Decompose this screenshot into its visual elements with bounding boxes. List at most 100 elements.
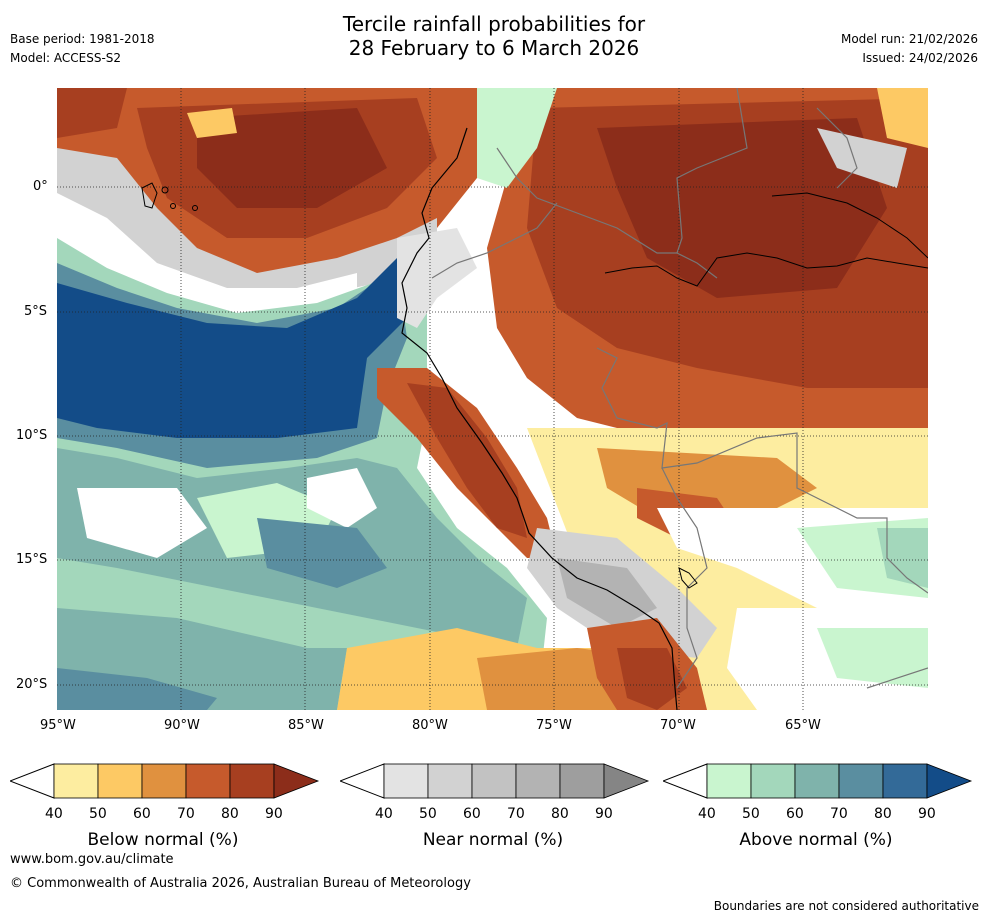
colorbar-extension-low xyxy=(338,763,385,799)
colorbar-near-normal-title: Near normal (%) xyxy=(422,830,564,850)
colorbar-tick-label: 90 xyxy=(595,806,613,822)
lon-label-70w: 70°W xyxy=(660,718,696,733)
island-santa-cruz xyxy=(170,203,176,209)
rainfall-probability-map xyxy=(57,88,928,710)
colorbar-swatch xyxy=(53,763,99,799)
colorbar-near-normal: 40 50 60 70 80 90 Near normal (%) xyxy=(338,762,650,857)
colorbar-above-normal-title: Above normal (%) xyxy=(739,830,893,850)
colorbar-swatch xyxy=(882,763,928,799)
amazon-river xyxy=(604,252,928,287)
colorbar-swatch xyxy=(427,763,473,799)
region-south-peru-near-normal-strong xyxy=(557,558,657,628)
model-name: Model: ACCESS-S2 xyxy=(10,51,122,65)
colorbar-extension-high xyxy=(603,763,650,799)
border-colombia-brazil xyxy=(676,88,748,254)
title-line-1: Tercile rainfall probabilities for xyxy=(342,12,646,36)
colorbar-swatch xyxy=(471,763,517,799)
colorbar-above-normal-ticks: 40 50 60 70 80 90 xyxy=(663,806,973,826)
colorbar-near-normal-swatches xyxy=(338,763,650,799)
colorbar-swatch xyxy=(515,763,561,799)
colorbar-tick-label: 70 xyxy=(830,806,848,822)
island-santiago xyxy=(161,186,169,194)
region-south-white-patch-2 xyxy=(307,468,377,528)
colorbar-tick-label: 40 xyxy=(698,806,716,822)
website-link[interactable]: www.bom.gov.au/climate xyxy=(10,852,174,867)
colorbar-below-normal: 40 50 60 70 80 90 Below normal (%) xyxy=(8,762,320,857)
colorbar-swatch xyxy=(559,763,605,799)
lat-label-15s: 15°S xyxy=(16,552,48,567)
colorbar-swatch xyxy=(185,763,231,799)
colorbar-tick-label: 80 xyxy=(221,806,239,822)
region-colombia-coast-above xyxy=(477,88,557,188)
lat-label-5s: 5°S xyxy=(24,304,48,319)
colorbar-below-normal-ticks: 40 50 60 70 80 90 xyxy=(10,806,320,826)
colorbar-below-normal-title: Below normal (%) xyxy=(87,830,239,850)
model-run: Model run: 21/02/2026 xyxy=(840,32,978,46)
rio-negro xyxy=(771,192,928,259)
colorbar-below-normal-swatches xyxy=(8,763,320,799)
colorbar-tick-label: 50 xyxy=(742,806,760,822)
colorbar-above-normal-swatches xyxy=(661,763,973,799)
map-canvas xyxy=(57,88,928,710)
region-sw-above-mid xyxy=(57,668,217,710)
colorbar-swatch xyxy=(838,763,884,799)
colorbar-swatch xyxy=(97,763,143,799)
colorbar-tick-label: 90 xyxy=(265,806,283,822)
island-san-cristobal xyxy=(192,205,198,211)
region-white-gap-band xyxy=(57,193,357,308)
region-south-blue-patch xyxy=(257,518,387,588)
border-peru-brazil-bolivia xyxy=(596,347,928,594)
colorbar-tick-label: 60 xyxy=(786,806,804,822)
colorbar-extension-low xyxy=(661,763,708,799)
boundary-disclaimer: Boundaries are not considered authoritat… xyxy=(713,899,979,913)
colorbar-swatch xyxy=(383,763,429,799)
colorbar-tick-label: 60 xyxy=(133,806,151,822)
colorbar-tick-label: 90 xyxy=(918,806,936,822)
lon-label-80w: 80°W xyxy=(412,718,448,733)
colorbar-extension-low xyxy=(8,763,55,799)
lon-label-75w: 75°W xyxy=(536,718,572,733)
lat-label-0: 0° xyxy=(33,179,48,194)
lat-label-20s: 20°S xyxy=(16,677,48,692)
colorbar-tick-label: 40 xyxy=(375,806,393,822)
colorbar-tick-label: 70 xyxy=(177,806,195,822)
title-line-2: 28 February to 6 March 2026 xyxy=(348,36,640,60)
region-ne-near-normal-patch xyxy=(817,128,907,188)
region-north-patch-yellow xyxy=(187,108,237,138)
map-title: Tercile rainfall probabilities for 28 Fe… xyxy=(0,12,988,60)
colorbar-extension-high xyxy=(926,763,973,799)
colorbar-tick-label: 40 xyxy=(45,806,63,822)
colorbar-tick-label: 50 xyxy=(419,806,437,822)
colorbar-above-normal: 40 50 60 70 80 90 Above normal (%) xyxy=(661,762,973,857)
lon-label-95w: 95°W xyxy=(40,718,76,733)
lon-label-85w: 85°W xyxy=(288,718,324,733)
region-south-white-patch-1 xyxy=(77,488,207,558)
colorbar-near-normal-ticks: 40 50 60 70 80 90 xyxy=(340,806,650,826)
colorbar-tick-label: 50 xyxy=(89,806,107,822)
galapagos-islands xyxy=(141,182,198,211)
region-ne-corner-yellow xyxy=(877,88,928,148)
colorbar-tick-label: 60 xyxy=(463,806,481,822)
map-graticule xyxy=(57,88,928,710)
colorbar-tick-label: 70 xyxy=(507,806,525,822)
copyright-notice: © Commonwealth of Australia 2026, Austra… xyxy=(10,876,471,891)
region-atacama-below-strong xyxy=(617,648,687,710)
island-isabela xyxy=(141,182,158,209)
region-peru-coast-below-strong xyxy=(407,383,527,538)
border-venezuela-brazil xyxy=(816,107,858,189)
region-nw-corner-below xyxy=(57,88,127,138)
border-colombia-peru xyxy=(496,147,718,279)
lon-label-65w: 65°W xyxy=(785,718,821,733)
base-period: Base period: 1981-2018 xyxy=(10,32,155,46)
region-north-ocean-below-max xyxy=(197,108,387,208)
lon-label-90w: 90°W xyxy=(164,718,200,733)
border-peru-bolivia xyxy=(661,467,708,689)
colorbar-swatch xyxy=(794,763,840,799)
lake-titicaca xyxy=(678,567,698,589)
coastline xyxy=(401,127,678,710)
colorbar-swatch xyxy=(229,763,275,799)
colorbar-tick-label: 80 xyxy=(551,806,569,822)
border-bolivia-paraguay xyxy=(866,667,928,689)
colorbar-tick-label: 80 xyxy=(874,806,892,822)
colorbar-swatch xyxy=(706,763,752,799)
